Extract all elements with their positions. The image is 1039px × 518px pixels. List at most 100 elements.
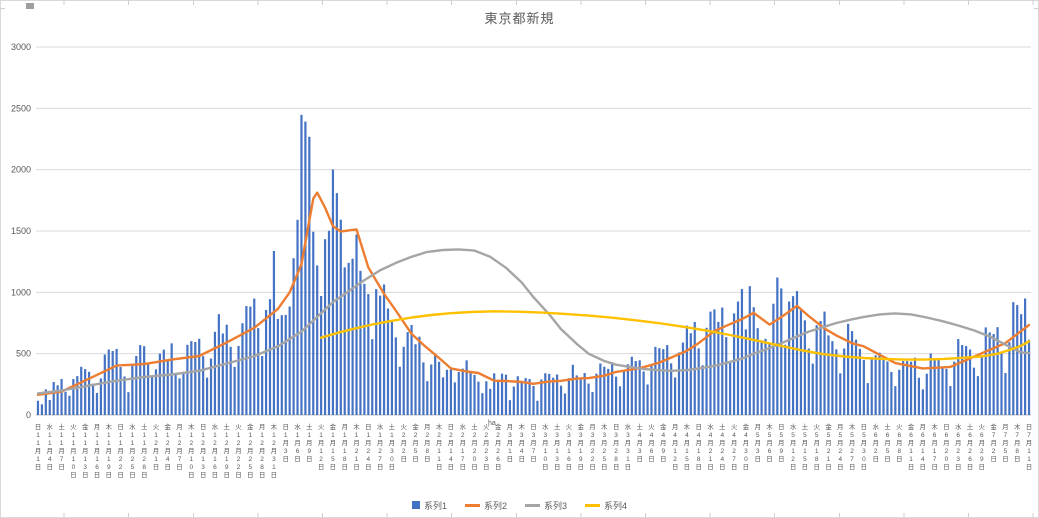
- bar-系列1[interactable]: [536, 400, 539, 415]
- bar-系列1[interactable]: [441, 377, 445, 415]
- bar-系列1[interactable]: [225, 324, 228, 415]
- bar-系列1[interactable]: [268, 299, 272, 415]
- bar-系列1[interactable]: [819, 321, 822, 415]
- bar-系列1[interactable]: [548, 373, 551, 415]
- bar-系列1[interactable]: [1004, 373, 1007, 415]
- bar-系列1[interactable]: [614, 376, 618, 415]
- bar-系列1[interactable]: [768, 342, 771, 416]
- bar-系列1[interactable]: [941, 367, 944, 415]
- bar-系列1[interactable]: [630, 356, 633, 415]
- bar-系列1[interactable]: [308, 136, 311, 416]
- bar-系列1[interactable]: [909, 361, 913, 415]
- bar-系列1[interactable]: [257, 328, 260, 415]
- bar-系列1[interactable]: [587, 383, 590, 415]
- bar-系列1[interactable]: [528, 379, 531, 415]
- bar-系列1[interactable]: [599, 363, 602, 415]
- bar-系列1[interactable]: [611, 362, 614, 415]
- bar-系列1[interactable]: [56, 385, 59, 415]
- bar-系列1[interactable]: [198, 338, 201, 415]
- bar-系列1[interactable]: [862, 360, 865, 415]
- bar-系列1[interactable]: [799, 310, 803, 415]
- bar-系列1[interactable]: [957, 339, 960, 415]
- bar-系列1[interactable]: [925, 373, 928, 415]
- bar-系列1[interactable]: [827, 335, 830, 415]
- bar-系列1[interactable]: [831, 341, 834, 415]
- bar-系列1[interactable]: [469, 371, 472, 415]
- bar-系列1[interactable]: [473, 374, 476, 415]
- bar-系列1[interactable]: [497, 381, 500, 415]
- bar-系列1[interactable]: [84, 369, 87, 415]
- bar-系列1[interactable]: [642, 371, 645, 415]
- bar-系列1[interactable]: [540, 379, 543, 415]
- bar-系列1[interactable]: [1000, 351, 1003, 415]
- bar-系列1[interactable]: [500, 373, 504, 415]
- bar-系列1[interactable]: [99, 378, 102, 415]
- bar-系列1[interactable]: [788, 301, 791, 415]
- bar-系列1[interactable]: [276, 318, 279, 415]
- bar-系列1[interactable]: [898, 369, 901, 415]
- bar-系列1[interactable]: [430, 364, 433, 415]
- bar-系列1[interactable]: [740, 289, 744, 415]
- bar-系列1[interactable]: [1008, 342, 1011, 415]
- bar-系列1[interactable]: [202, 356, 205, 415]
- bar-系列1[interactable]: [913, 357, 917, 415]
- bar-系列1[interactable]: [245, 306, 248, 415]
- bar-系列1[interactable]: [748, 286, 751, 415]
- bar-系列1[interactable]: [839, 373, 842, 415]
- bar-系列1[interactable]: [453, 382, 456, 415]
- bar-系列1[interactable]: [732, 313, 736, 415]
- bar-系列1[interactable]: [780, 288, 783, 415]
- bar-系列1[interactable]: [524, 378, 527, 415]
- bar-系列1[interactable]: [894, 386, 897, 415]
- bar-系列1[interactable]: [143, 346, 146, 415]
- bar-系列1[interactable]: [80, 366, 83, 415]
- bar-系列1[interactable]: [744, 329, 747, 415]
- bar-系列1[interactable]: [784, 344, 787, 415]
- bar-系列1[interactable]: [713, 309, 716, 415]
- bar-系列1[interactable]: [807, 348, 810, 415]
- bar-系列1[interactable]: [874, 355, 877, 415]
- bar-系列1[interactable]: [410, 324, 413, 415]
- bar-系列1[interactable]: [36, 400, 40, 415]
- bar-系列1[interactable]: [162, 349, 165, 415]
- bar-系列1[interactable]: [111, 350, 114, 415]
- bar-系列1[interactable]: [520, 380, 523, 415]
- bar-系列1[interactable]: [854, 339, 858, 415]
- bar-系列1[interactable]: [650, 366, 653, 415]
- bar-系列1[interactable]: [103, 354, 106, 415]
- bar-系列1[interactable]: [701, 365, 704, 415]
- bar-系列1[interactable]: [40, 404, 43, 415]
- bar-系列1[interactable]: [870, 357, 873, 415]
- bar-系列1[interactable]: [984, 327, 987, 415]
- bar-系列1[interactable]: [638, 360, 641, 415]
- bar-系列1[interactable]: [170, 343, 173, 415]
- line-系列2[interactable]: [36, 191, 1031, 396]
- bar-系列1[interactable]: [567, 378, 570, 415]
- bar-系列1[interactable]: [516, 376, 519, 415]
- bar-系列1[interactable]: [477, 381, 480, 415]
- bar-系列1[interactable]: [552, 377, 555, 415]
- bar-系列1[interactable]: [182, 371, 185, 415]
- bar-系列1[interactable]: [603, 366, 606, 415]
- bar-系列1[interactable]: [835, 349, 838, 415]
- bar-系列1[interactable]: [882, 357, 885, 415]
- bar-系列1[interactable]: [355, 234, 358, 415]
- bar-系列1[interactable]: [398, 366, 401, 415]
- bar-系列1[interactable]: [288, 306, 291, 415]
- bar-系列1[interactable]: [795, 291, 799, 415]
- bar-系列1[interactable]: [902, 361, 905, 415]
- bar-系列1[interactable]: [937, 359, 940, 415]
- bar-系列1[interactable]: [320, 296, 323, 415]
- bar-系列1[interactable]: [390, 320, 394, 415]
- bar-系列1[interactable]: [339, 219, 342, 415]
- bar-系列1[interactable]: [367, 294, 370, 415]
- bar-系列1[interactable]: [166, 359, 169, 415]
- bar-系列1[interactable]: [359, 270, 362, 415]
- bar-系列1[interactable]: [213, 331, 217, 415]
- bar-系列1[interactable]: [721, 307, 724, 415]
- legend-item-series2[interactable]: 系列2: [464, 499, 507, 512]
- bar-系列1[interactable]: [850, 331, 854, 415]
- bar-系列1[interactable]: [481, 393, 484, 415]
- bar-系列1[interactable]: [921, 389, 924, 415]
- bar-系列1[interactable]: [725, 337, 728, 415]
